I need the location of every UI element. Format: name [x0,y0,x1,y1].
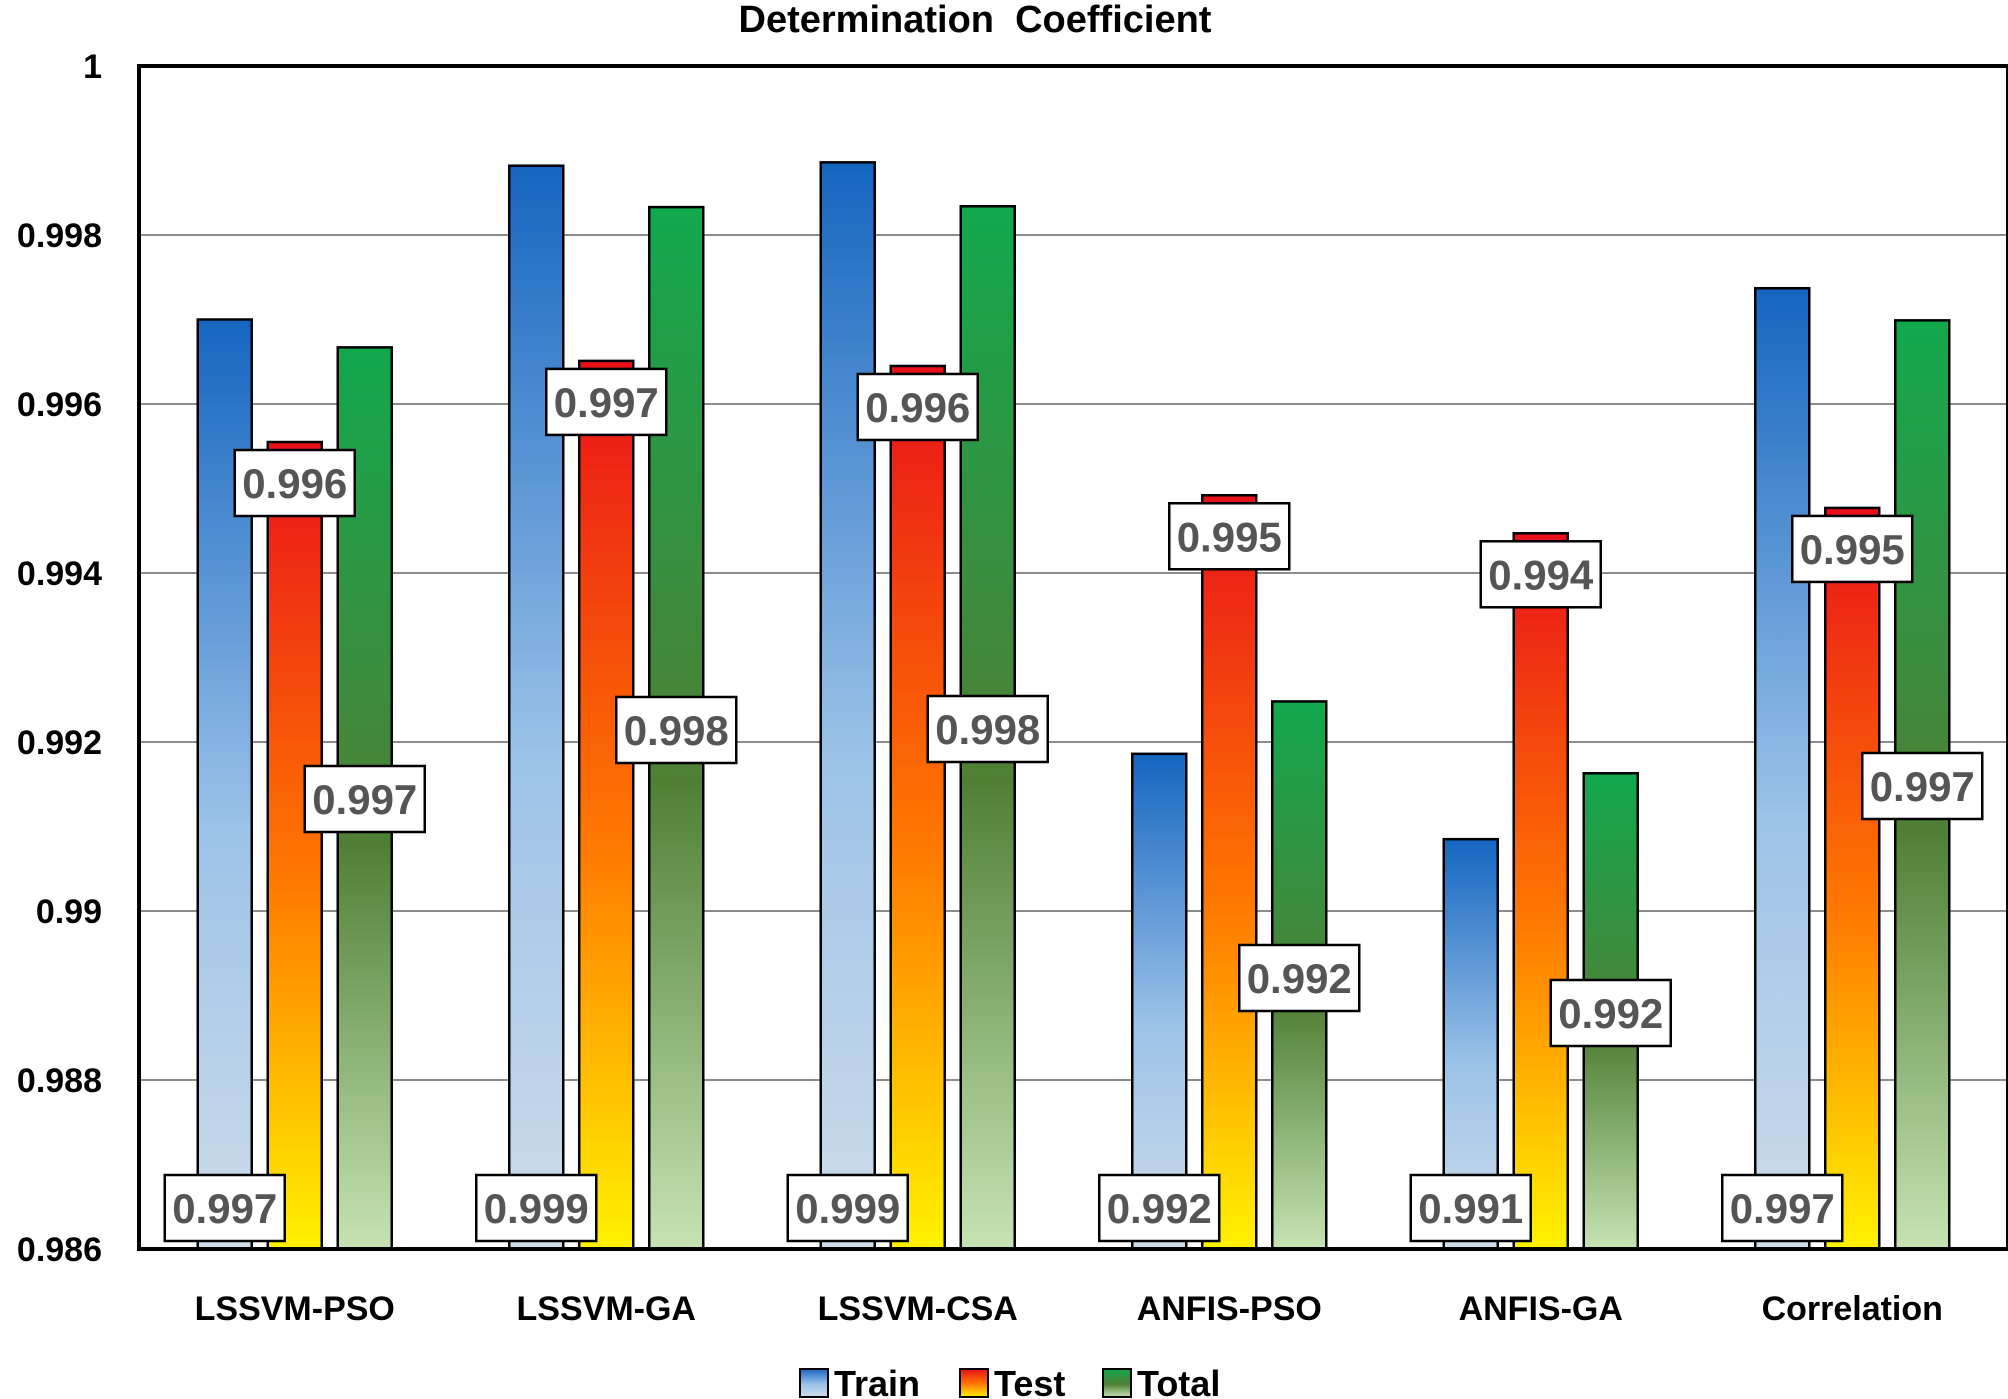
bar-train [819,161,876,1251]
plot-frame [137,64,2008,1251]
data-label-test: 0.996 [856,372,979,442]
data-label-box [545,367,668,437]
data-label-text: 0.997 [1730,1185,1835,1232]
data-label-total: 0.992 [1549,978,1672,1048]
data-label-text: 0.997 [1870,763,1975,810]
data-label-text: 0.997 [312,776,417,823]
data-label-box [163,1173,286,1243]
x-category-label: LSSVM-GA [517,1290,696,1328]
legend-swatch [799,1368,829,1398]
legend-item-train: Train [799,1363,920,1399]
data-label-test: 0.995 [1168,502,1291,571]
data-label-text: 0.999 [484,1185,589,1232]
legend-label: Total [1137,1363,1220,1399]
data-label-text: 0.995 [1800,526,1905,573]
data-labels: 0.997 0.996 0.997 0.999 0.997 0.998 0.999 0.996… [163,367,1984,1243]
data-label-test: 0.995 [1791,514,1914,584]
y-axis: 0.986 0.988 0.99 0.992 0.994 0.996 0.998 1 [17,48,102,1269]
y-tick-label: 0.994 [17,555,102,593]
y-tick-label: 0.998 [17,217,102,255]
data-label-train: 0.992 [1098,1173,1221,1243]
data-label-box [475,1173,598,1243]
bar-train [1754,286,1811,1251]
data-label-box [1721,1173,1844,1243]
data-label-train: 0.999 [786,1173,909,1243]
data-label-text: 0.992 [1558,990,1663,1037]
data-label-box [615,695,738,765]
legend-label: Train [834,1363,920,1399]
legend: Train Test Total [799,1363,1220,1399]
data-label-box [303,764,426,834]
data-label-box [926,694,1049,764]
data-label-text: 0.996 [865,384,970,431]
data-label-box [1479,540,1602,609]
data-label-total: 0.998 [926,694,1049,764]
data-label-total: 0.997 [1861,751,1984,821]
data-label-total: 0.997 [303,764,426,834]
x-axis: LSSVM-PSO LSSVM-GA LSSVM-CSA ANFIS-PSO ANFIS… [195,1290,1943,1328]
legend-swatch [1102,1368,1132,1398]
data-label-text: 0.998 [935,706,1040,753]
data-label-text: 0.992 [1107,1185,1212,1232]
bar-test [266,440,323,1251]
data-label-box [1549,978,1672,1048]
data-label-train: 0.997 [163,1173,286,1243]
chart-title: Determination Coefficient [739,0,1212,41]
data-label-test: 0.994 [1479,540,1602,609]
data-label-text: 0.997 [172,1185,277,1232]
data-label-total: 0.992 [1238,943,1361,1013]
data-label-box [856,372,979,442]
y-tick-label: 0.988 [17,1062,102,1100]
data-label-text: 0.995 [1177,513,1282,560]
data-label-text: 0.996 [242,460,347,507]
y-tick-label: 0.996 [17,386,102,424]
x-category-label: ANFIS-GA [1459,1290,1623,1328]
gridlines [139,65,2008,1250]
legend-label: Test [994,1363,1065,1399]
data-label-box [1098,1173,1221,1243]
data-label-total: 0.998 [615,695,738,765]
bar-test [1201,494,1258,1251]
y-tick-label: 0.992 [17,724,102,762]
legend-item-test: Test [959,1363,1065,1399]
x-category-label: LSSVM-CSA [818,1290,1018,1328]
data-label-box [1168,502,1291,571]
data-label-text: 0.997 [554,379,659,426]
data-label-train: 0.999 [475,1173,598,1243]
legend-item-total: Total [1102,1363,1220,1399]
data-label-box [1238,943,1361,1013]
bar-test [889,364,946,1251]
data-label-box [233,448,356,518]
data-label-text: 0.992 [1247,955,1352,1002]
data-label-text: 0.999 [795,1185,900,1232]
bars [196,161,1951,1251]
data-label-box [1861,751,1984,821]
data-label-train: 0.997 [1721,1173,1844,1243]
bar-train [508,164,565,1251]
bar-train [1131,752,1188,1251]
data-label-test: 0.996 [233,448,356,518]
data-label-train: 0.991 [1409,1173,1532,1243]
data-label-box [1409,1173,1532,1243]
y-tick-label: 1 [83,48,102,86]
data-label-text: 0.991 [1418,1185,1523,1232]
x-category-label: Correlation [1762,1290,1943,1328]
bar-test [578,359,635,1251]
bar-test [1824,506,1881,1251]
data-label-test: 0.997 [545,367,668,437]
data-label-text: 0.998 [624,707,729,754]
data-label-text: 0.994 [1488,551,1594,598]
y-tick-label: 0.99 [36,893,102,931]
data-label-box [1791,514,1914,584]
data-label-box [786,1173,909,1243]
y-tick-label: 0.986 [17,1231,102,1269]
legend-swatch [959,1368,989,1398]
x-category-label: ANFIS-PSO [1137,1290,1322,1328]
x-category-label: LSSVM-PSO [195,1290,395,1328]
bar-test [1512,532,1569,1251]
